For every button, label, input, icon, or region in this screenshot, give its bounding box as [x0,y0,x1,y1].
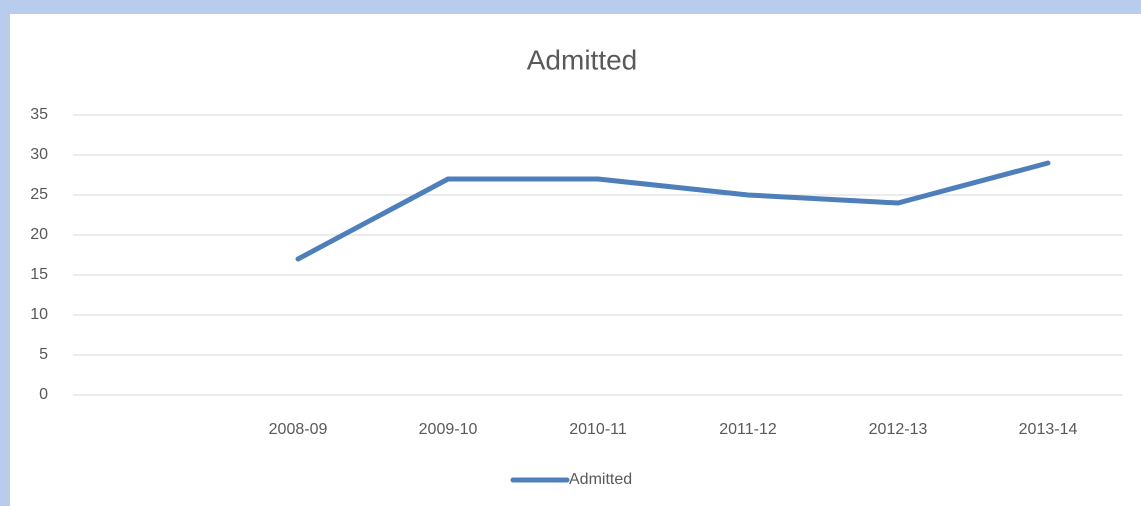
y-tick-label: 10 [30,306,48,323]
x-tick-label: 2009-10 [419,421,478,438]
x-tick-label: 2008-09 [269,421,328,438]
chart-title: Admitted [527,44,638,75]
y-tick-label: 25 [30,186,48,203]
chart-area [10,14,1141,506]
y-tick-label: 20 [30,226,48,243]
y-tick-label: 0 [39,386,48,403]
x-tick-label: 2011-12 [719,421,777,438]
y-tick-label: 15 [30,266,48,283]
y-tick-label: 30 [30,146,48,163]
y-tick-label: 5 [39,346,48,363]
x-tick-label: 2012-13 [869,421,928,438]
y-tick-label: 35 [30,106,48,123]
legend-label: Admitted [569,471,632,488]
x-tick-label: 2013-14 [1019,421,1078,438]
x-tick-label: 2010-11 [569,421,627,438]
line-series [295,160,1051,262]
